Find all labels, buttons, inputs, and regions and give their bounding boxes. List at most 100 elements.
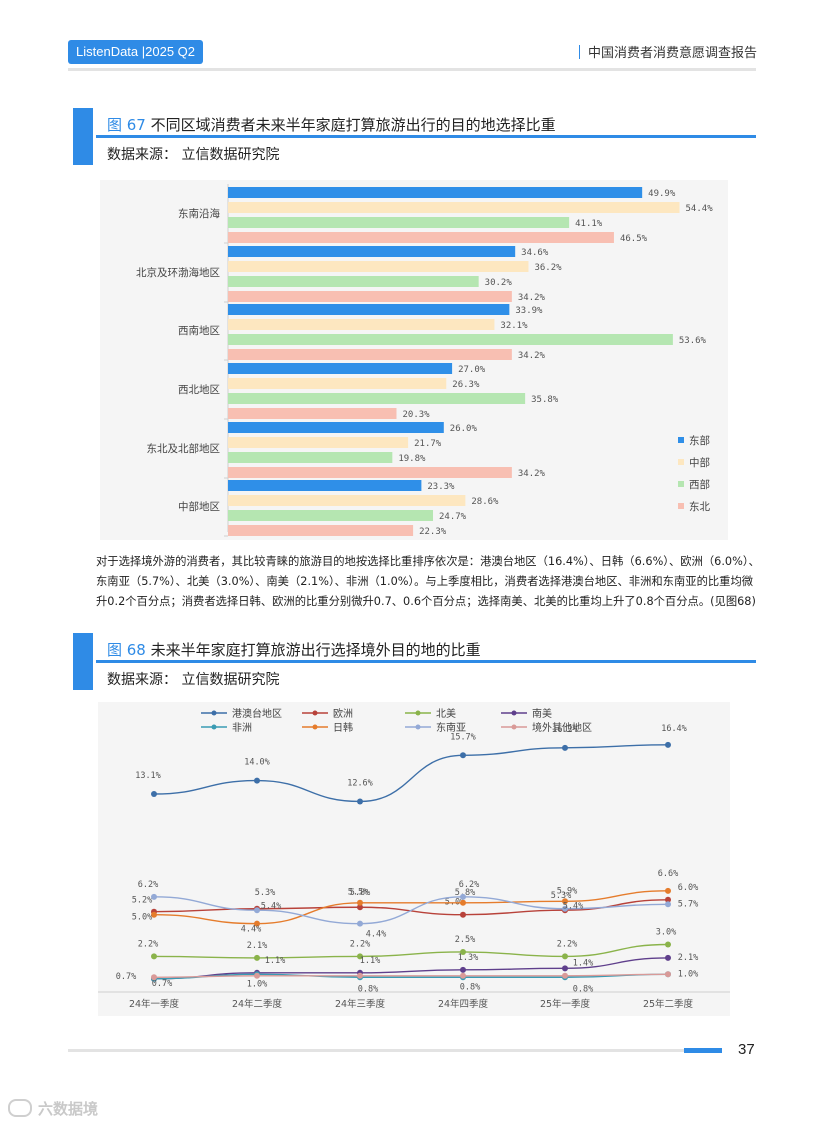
bar-value-label: 32.1% [500,321,528,331]
data-label: 4.4% [241,925,261,935]
chart-background-2 [98,702,730,1016]
watermark-logo-icon [8,1099,32,1117]
bar [228,291,512,302]
data-label: 0.8% [573,984,593,994]
legend-marker [415,710,421,716]
data-point [665,941,671,948]
legend-label: 港澳台地区 [232,707,282,720]
bar [228,363,453,374]
bar-value-label: 27.0% [458,365,486,375]
data-label: 5.2% [132,896,152,906]
data-point [665,971,671,978]
bar-value-label: 26.0% [450,424,478,434]
data-point [460,899,466,906]
legend-label: 中部 [689,456,710,469]
legend-marker [211,710,217,716]
data-point [665,887,671,894]
figure-67-source: 数据来源： 立信数据研究院 [107,147,280,163]
bar [228,202,680,213]
bar-value-label: 33.9% [515,306,543,316]
bar-value-label: 54.4% [686,204,714,214]
data-point [562,898,568,905]
bar-value-label: 34.2% [518,293,546,303]
data-label: 1.4% [573,958,593,968]
figure-68-number: 图 68 [107,641,146,659]
bar-value-label: 53.6% [679,336,707,346]
brand-badge: ListenData |2025 Q2 [68,40,204,64]
bar-value-label: 34.2% [518,469,546,479]
bar [228,495,466,506]
data-label: 5.5% [348,887,368,897]
bar-value-label: 49.9% [648,189,676,199]
data-point [460,752,466,759]
data-label: 16.4% [661,724,687,734]
header-rule [68,68,756,71]
data-point [254,954,260,961]
legend-label: 欧洲 [333,708,353,720]
bar [228,422,444,433]
data-label: 0.7% [116,972,136,982]
legend-label: 南美 [532,707,552,720]
data-point [254,920,260,927]
section-accent-bar [73,108,93,165]
bar-value-label: 34.6% [521,248,549,258]
data-point [151,911,157,918]
data-label: 5.0% [132,913,152,923]
bar-value-label: 30.2% [485,278,513,288]
figure-68-heading: 图 68 未来半年家庭打算旅游出行选择境外目的地的比重 [107,639,481,660]
data-label: 5.9% [557,886,577,896]
legend-swatch [678,503,684,509]
watermark: 六数据境 [8,1098,98,1119]
x-tick-label: 25年二季度 [643,998,694,1010]
data-point [665,901,671,908]
x-tick-label: 24年三季度 [335,998,386,1010]
report-title-text: 中国消费者消费意愿调查报告 [587,46,757,61]
data-label: 6.2% [459,880,479,890]
data-label: 0.8% [358,984,378,994]
legend-label: 日韩 [333,721,353,734]
data-point [357,920,363,927]
data-label: 5.4% [261,902,281,912]
bar [228,525,414,536]
data-label: 13.1% [135,771,161,781]
legend-marker [312,710,318,716]
x-tick-label: 24年二季度 [232,998,283,1010]
bar [228,232,614,243]
data-point [665,954,671,961]
data-label: 5.3% [255,888,275,898]
bar [228,261,529,272]
data-point [357,899,363,906]
bar [228,276,479,287]
data-label: 6.0% [678,883,698,893]
figure-67-title: 不同区域消费者未来半年家庭打算旅游出行的目的地选择比重 [150,116,556,134]
section-accent-bar-2 [73,633,93,690]
data-point [665,896,671,903]
legend-marker [415,724,421,730]
bar-value-label: 24.7% [439,512,467,522]
bar [228,334,673,345]
bar [228,452,393,463]
data-point [562,744,568,751]
legend-label: 东部 [689,434,710,447]
series-line [153,957,669,980]
legend-marker [211,724,217,730]
legend-label: 西部 [689,478,710,491]
x-tick-label: 24年一季度 [129,998,180,1010]
bar [228,319,495,330]
data-label: 2.5% [455,935,475,945]
data-label: 2.2% [138,939,158,949]
bar-value-label: 19.8% [398,454,426,464]
data-label: 4.4% [366,930,386,940]
data-label: 1.0% [678,969,698,979]
footer-rule [68,1049,688,1052]
x-tick-label: 25年一季度 [540,998,591,1010]
data-label: 0.8% [460,982,480,992]
bar-value-label: 35.8% [531,395,559,405]
report-title: 中国消费者消费意愿调查报告 [578,42,757,61]
data-point [460,948,466,955]
series-line [153,973,669,980]
data-point [562,953,568,960]
bar-category-label: 北京及环渤海地区 [136,266,220,279]
legend-swatch [678,437,684,443]
